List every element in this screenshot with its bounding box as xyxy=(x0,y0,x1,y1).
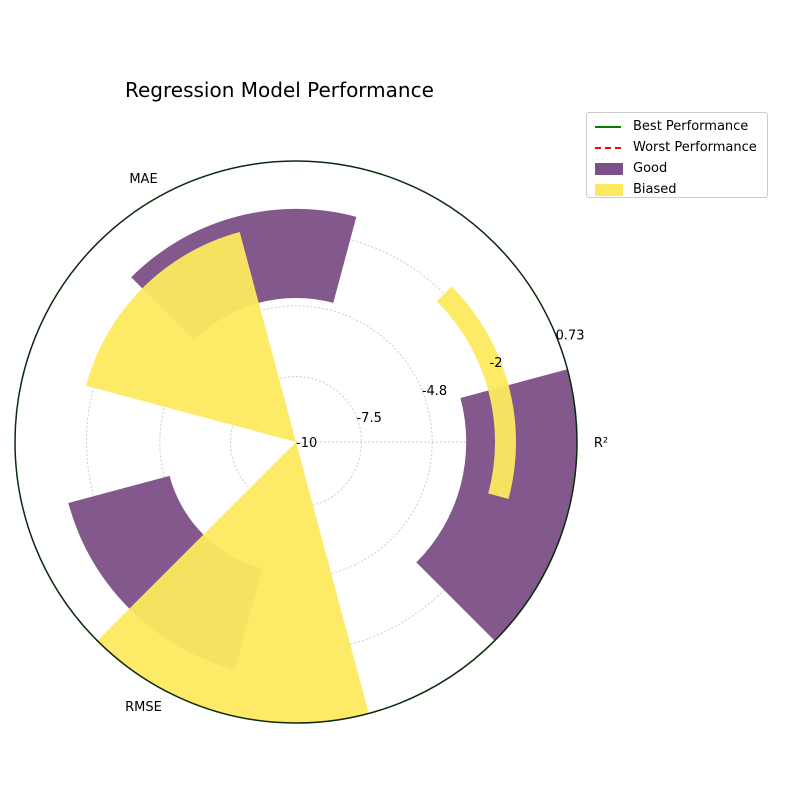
legend: Best Performance Worst Performance Good … xyxy=(586,112,768,198)
radial-tick-label: -2 xyxy=(490,356,503,371)
radial-tick-label: -7.5 xyxy=(356,411,381,426)
legend-item-biased: Biased xyxy=(593,179,767,200)
legend-label-worst: Worst Performance xyxy=(633,140,757,155)
bar-biased-2 xyxy=(97,442,369,723)
biased-swatch xyxy=(595,183,623,196)
category-labels: R² MAE RMSE xyxy=(125,172,608,715)
legend-item-best: Best Performance xyxy=(593,116,767,137)
good-swatch xyxy=(595,162,623,175)
bar-biased-0 xyxy=(436,286,516,499)
category-label: RMSE xyxy=(125,700,162,715)
best-line-swatch xyxy=(593,121,623,133)
radial-tick-label: -4.8 xyxy=(422,384,447,399)
polar-bars xyxy=(68,208,577,723)
bar-biased-1 xyxy=(86,232,296,442)
outer-ring xyxy=(14,160,578,724)
category-label: R² xyxy=(594,436,608,451)
category-label: MAE xyxy=(129,172,157,187)
legend-label-biased: Biased xyxy=(633,182,677,197)
radial-tick-label: 0.73 xyxy=(556,328,585,343)
chart-title: Regression Model Performance xyxy=(125,78,434,102)
legend-item-good: Good xyxy=(593,158,767,179)
radial-tick-label: -10 xyxy=(296,436,317,451)
legend-label-best: Best Performance xyxy=(633,119,749,134)
worst-line-swatch xyxy=(593,142,623,154)
radial-ticks: -10 -7.5 -4.8 -2 0.73 xyxy=(296,328,585,451)
legend-item-worst: Worst Performance xyxy=(593,137,767,158)
bar-good-0 xyxy=(416,369,577,641)
legend-label-good: Good xyxy=(633,161,668,176)
